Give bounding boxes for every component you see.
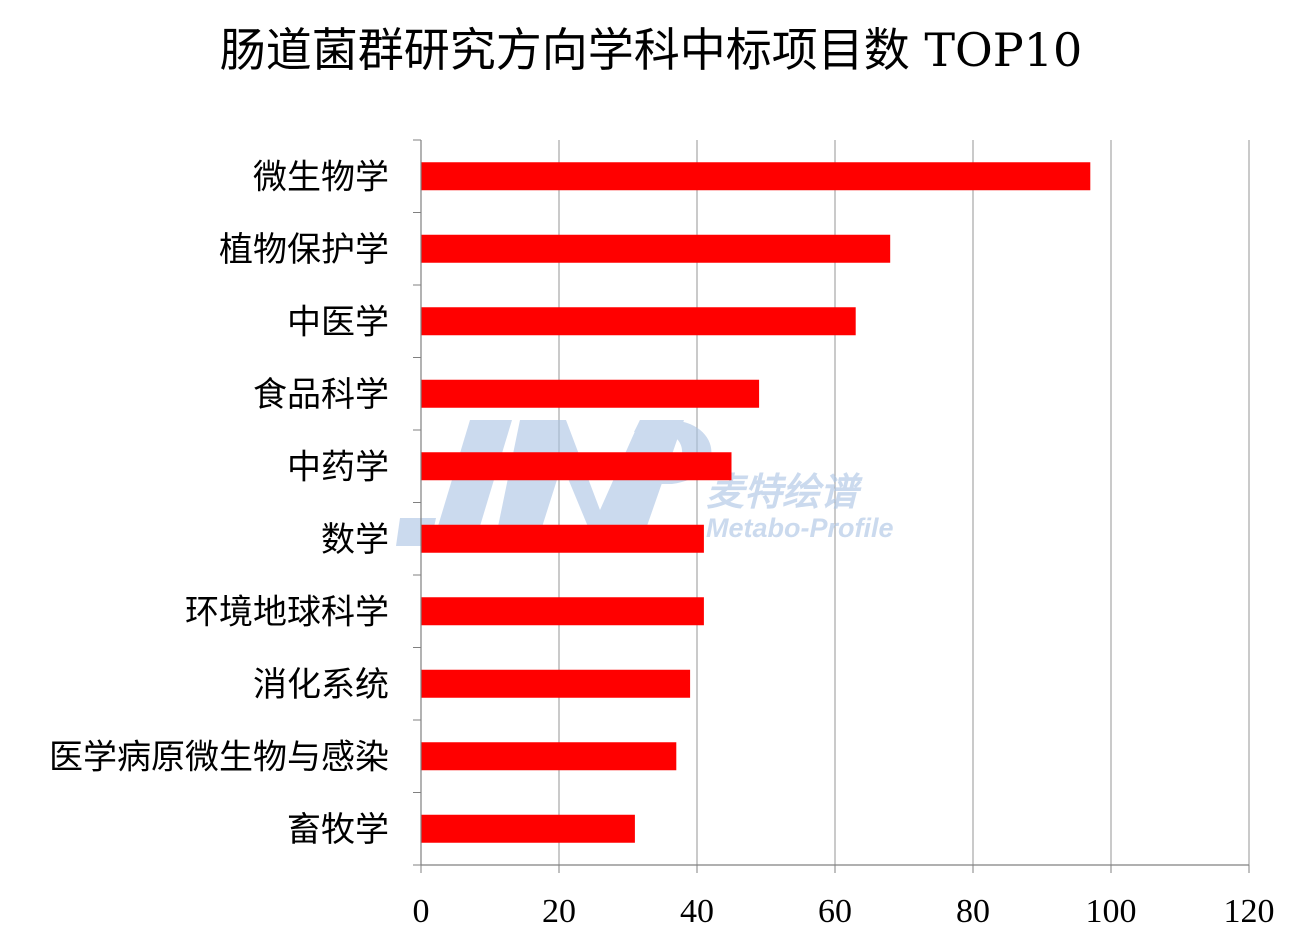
watermark-brand-cn: 麦特绘谱	[706, 470, 863, 514]
category-label: 微生物学	[253, 157, 389, 197]
bar	[421, 452, 732, 481]
bar	[421, 379, 760, 408]
category-label: 数学	[321, 520, 389, 560]
x-tick-label: 0	[413, 893, 430, 930]
x-tick-label: 40	[680, 893, 714, 930]
bar	[421, 234, 891, 263]
bar	[421, 597, 704, 626]
bar	[421, 669, 691, 698]
category-label: 环境地球科学	[185, 592, 389, 632]
x-tick-label: 60	[818, 893, 852, 930]
category-labels: 微生物学植物保护学中医学食品科学中药学数学环境地球科学消化系统医学病原微生物与感…	[49, 157, 389, 850]
category-label: 食品科学	[253, 375, 389, 415]
watermark-logo: 麦特绘谱 Metabo-Profile	[396, 420, 894, 546]
category-label: 中医学	[287, 302, 389, 342]
x-tick-label: 20	[542, 893, 576, 930]
x-tick-label: 80	[956, 893, 990, 930]
bar	[421, 742, 677, 771]
axes	[413, 139, 1250, 873]
category-label: 医学病原微生物与感染	[49, 737, 389, 777]
bar	[421, 162, 1091, 191]
category-label: 植物保护学	[219, 230, 389, 270]
bar	[421, 814, 635, 843]
category-label: 中药学	[287, 447, 389, 487]
watermark-brand-en: Metabo-Profile	[706, 513, 894, 543]
bar	[421, 307, 856, 336]
category-label: 畜牧学	[287, 810, 389, 850]
chart-title: 肠道菌群研究方向学科中标项目数 TOP10	[220, 23, 1083, 77]
category-label: 消化系统	[253, 665, 389, 705]
x-tick-labels: 0 20 40 60 80 100 120	[413, 893, 1275, 930]
bars	[421, 162, 1091, 843]
x-tick-label: 120	[1224, 893, 1275, 930]
x-tick-label: 100	[1086, 893, 1137, 930]
bar	[421, 524, 704, 553]
